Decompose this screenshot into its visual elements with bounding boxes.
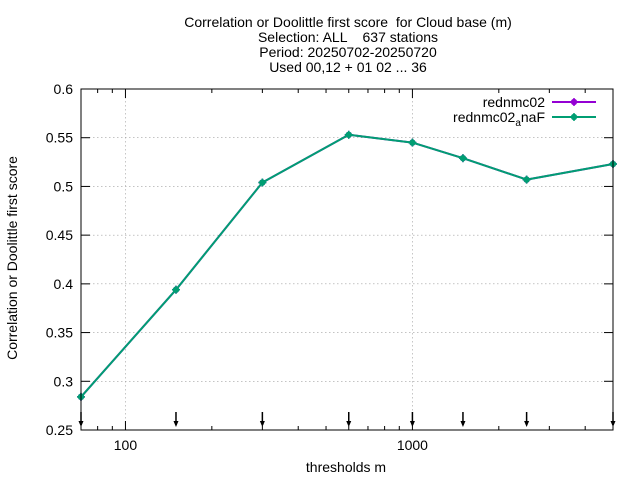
- y-axis-label: Correlation or Doolittle first score: [4, 156, 20, 360]
- title-line-4: Used 00,12 + 01 02 ... 36: [269, 59, 427, 75]
- x-tick-label: 100: [114, 437, 138, 453]
- legend-label-base: rednmc02: [453, 109, 515, 125]
- threshold-arrow-head: [524, 421, 530, 427]
- series-1-point: [408, 138, 417, 147]
- series-line-1: [80, 133, 614, 398]
- y-tick-label: 0.35: [46, 325, 73, 341]
- y-tick-label: 0.25: [46, 422, 73, 438]
- title-line-2: Selection: ALL 637 stations: [258, 29, 438, 45]
- series-line-0: [80, 133, 614, 398]
- y-tick-label: 0.3: [54, 373, 74, 389]
- threshold-arrow-head: [259, 421, 265, 427]
- title-line-3: Period: 20250702-20250720: [259, 44, 437, 60]
- threshold-arrow-head: [460, 421, 466, 427]
- legend-label-subscript: a: [515, 118, 521, 129]
- legend[interactable]: rednmc02 rednmc02anaF: [453, 94, 596, 129]
- threshold-arrow-head: [346, 421, 352, 427]
- legend-label-rednmc02-a-naf: rednmc02anaF: [453, 109, 545, 129]
- y-tick-label: 0.55: [46, 130, 73, 146]
- title-line-1: Correlation or Doolittle first score for…: [184, 14, 512, 30]
- threshold-arrow-head: [173, 421, 179, 427]
- series-1-point: [171, 285, 180, 294]
- y-tick-label: 0.45: [46, 227, 73, 243]
- chart-title: Correlation or Doolittle first score for…: [184, 14, 512, 75]
- legend-label-rest: naF: [521, 109, 545, 125]
- y-tick-label: 0.4: [54, 276, 74, 292]
- axis-ticks: 0.25 0.3 0.35 0.4 0.45 0.5 0.55 0.6 100 1000: [46, 81, 614, 453]
- series-1-point: [458, 154, 467, 163]
- legend-label-rednmc02: rednmc02: [483, 94, 545, 110]
- plot-border: [80, 88, 614, 431]
- y-tick-label: 0.5: [54, 178, 74, 194]
- x-axis-label: thresholds m: [306, 459, 386, 475]
- legend-marker-1: [570, 113, 578, 121]
- series-1-point: [522, 175, 531, 184]
- legend-item-rednmc02-a-naf[interactable]: rednmc02anaF: [453, 109, 596, 129]
- series-1-point: [344, 130, 353, 139]
- legend-swatch-marker-rednmc02-a-naf: [570, 113, 578, 121]
- y-tick-label: 0.6: [54, 81, 74, 97]
- legend-marker-0: [570, 98, 578, 106]
- legend-swatch-marker-rednmc02: [570, 98, 578, 106]
- threshold-arrow-head: [409, 421, 415, 427]
- series-group: [77, 130, 617, 401]
- grid: [81, 89, 613, 430]
- legend-item-rednmc02[interactable]: rednmc02: [483, 94, 596, 110]
- threshold-markers: [78, 412, 616, 427]
- series-1-point: [258, 178, 267, 187]
- x-tick-label: 1000: [397, 437, 428, 453]
